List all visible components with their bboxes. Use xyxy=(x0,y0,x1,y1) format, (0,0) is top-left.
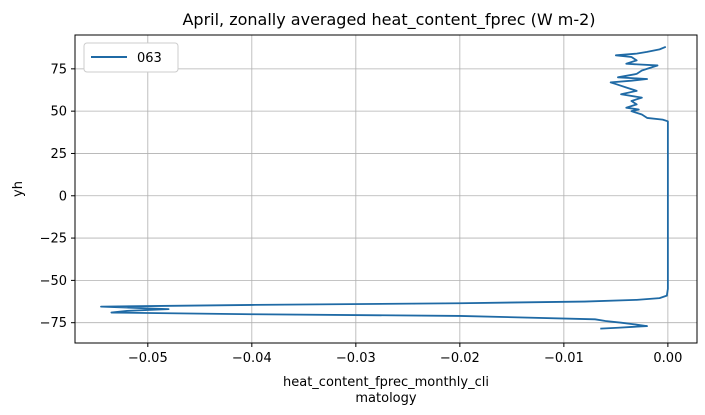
x-tick-label: −0.02 xyxy=(440,351,480,366)
x-tick-label: 0.00 xyxy=(653,351,682,366)
x-axis: −0.05 −0.04 −0.03 −0.02 −0.01 0.00 xyxy=(128,343,682,366)
x-tick-label: −0.05 xyxy=(128,351,168,366)
y-tick-label: −50 xyxy=(40,274,67,289)
x-tick-label: −0.03 xyxy=(336,351,376,366)
legend: 063 xyxy=(83,42,179,73)
y-tick-label: −25 xyxy=(40,232,67,247)
x-tick-label: −0.01 xyxy=(544,351,584,366)
series-layer xyxy=(100,46,669,330)
y-tick-label: 25 xyxy=(50,147,67,162)
y-axis-label: yh xyxy=(11,181,26,197)
series-line-063 xyxy=(100,46,669,330)
x-axis-label-line-2: matology xyxy=(355,391,416,406)
x-tick-label: −0.04 xyxy=(232,351,272,366)
y-tick-label: 0 xyxy=(59,189,67,204)
x-axis-label-line-1: heat_content_fprec_monthly_cli xyxy=(283,375,489,390)
y-axis: −75 −50 −25 0 25 50 75 xyxy=(40,62,75,331)
chart-title: April, zonally averaged heat_content_fpr… xyxy=(182,10,595,30)
grid-layer xyxy=(75,35,697,343)
y-tick-label: 75 xyxy=(50,62,67,77)
plot-frame xyxy=(74,34,698,344)
legend-label: 063 xyxy=(137,51,162,66)
y-tick-label: 50 xyxy=(50,105,67,120)
legend-box xyxy=(83,42,179,73)
y-tick-label: −75 xyxy=(40,316,67,331)
